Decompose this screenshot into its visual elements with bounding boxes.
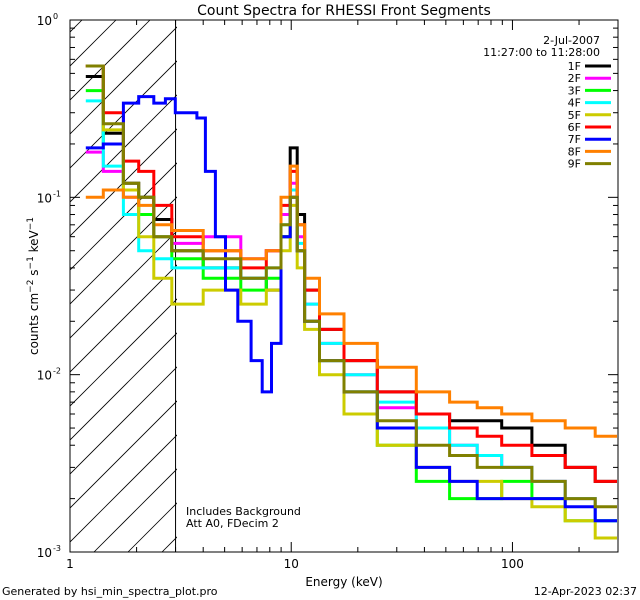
hatch-line xyxy=(70,230,177,339)
legend-label-9F: 9F xyxy=(568,158,581,171)
annotation-background: Includes Background xyxy=(186,505,301,518)
y-axis-label: counts cm−2 s−1 keV−1 xyxy=(26,217,41,355)
footer-generated-by: Generated by hsi_min_spectra_plot.pro xyxy=(2,585,218,598)
hatched-region xyxy=(70,20,177,552)
series-line-9F xyxy=(85,64,617,509)
chart-title: Count Spectra for RHESSI Front Segments xyxy=(197,3,491,19)
hatch-line xyxy=(70,94,177,203)
time-range-label: 11:27:00 to 11:28:00 xyxy=(483,46,600,59)
hatch-line xyxy=(70,434,177,543)
hatch-line xyxy=(70,196,177,305)
series-line-7F xyxy=(85,95,617,523)
y-tick-label: 10 xyxy=(37,14,52,28)
legend-label-1F: 1F xyxy=(568,60,581,73)
legend-label-4F: 4F xyxy=(568,97,581,110)
y-tick-exponent: -3 xyxy=(53,544,61,553)
hatch-line xyxy=(70,60,177,169)
legend-label-6F: 6F xyxy=(568,121,581,134)
x-tick-label: 1 xyxy=(66,557,74,571)
x-tick-label: 100 xyxy=(501,557,524,571)
y-tick-label: 10 xyxy=(37,191,52,205)
y-tick-exponent: -1 xyxy=(53,189,61,198)
series-layer xyxy=(85,64,617,540)
legend-label-5F: 5F xyxy=(568,109,581,122)
plot-frame xyxy=(69,19,619,553)
y-tick-label: 10 xyxy=(37,546,52,560)
series-line-5F xyxy=(85,64,617,540)
hatch-line xyxy=(70,26,177,135)
legend-label-8F: 8F xyxy=(568,145,581,158)
annotation-attenuator: Att A0, FDecim 2 xyxy=(186,517,279,530)
date-label: 2-Jul-2007 xyxy=(543,34,600,47)
y-tick-label: 10 xyxy=(37,369,52,383)
footer-timestamp: 12-Apr-2023 02:37 xyxy=(534,585,637,598)
hatch-line xyxy=(70,366,177,475)
legend-label-2F: 2F xyxy=(568,72,581,85)
hatch-line xyxy=(70,264,177,373)
y-tick-exponent: -2 xyxy=(53,367,61,376)
legend-label-7F: 7F xyxy=(568,133,581,146)
x-tick-label: 10 xyxy=(284,557,299,571)
y-tick-exponent: 0 xyxy=(53,12,58,21)
hatch-line xyxy=(70,400,177,509)
legend-label-3F: 3F xyxy=(568,84,581,97)
x-axis-label: Energy (keV) xyxy=(305,575,382,589)
